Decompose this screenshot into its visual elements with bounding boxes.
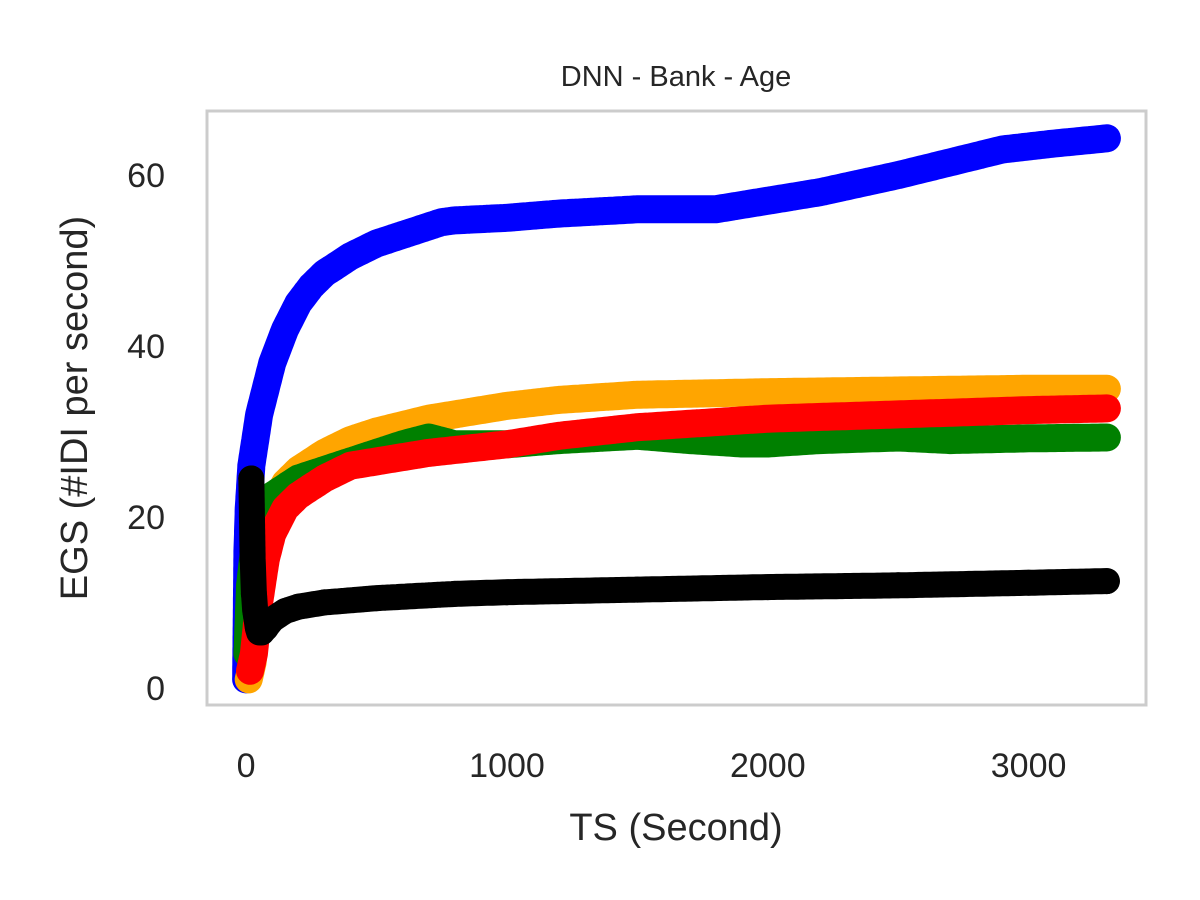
y-tick-label: 20 <box>127 499 165 537</box>
x-tick-label: 2000 <box>730 747 806 785</box>
series-3-point <box>1015 397 1042 424</box>
series-4-point <box>363 585 390 612</box>
series-4-point <box>624 576 651 603</box>
series-4-point <box>441 580 468 607</box>
series-4-point <box>311 589 338 616</box>
series-3-point <box>1093 395 1120 422</box>
series-0-point <box>311 260 338 287</box>
series-3-point <box>885 401 912 428</box>
series-0-point <box>246 401 273 428</box>
series-0-point <box>252 375 279 402</box>
series-1-point <box>494 392 520 419</box>
series-4-point <box>1093 568 1120 595</box>
series-0-point <box>807 179 833 206</box>
series-4-line <box>249 478 262 635</box>
series-0-point <box>885 162 912 189</box>
series-2-point <box>754 430 781 457</box>
series-0-point <box>1093 125 1120 152</box>
series-2-point <box>728 430 755 457</box>
series-0-point <box>494 204 520 231</box>
series-0-point <box>989 136 1016 163</box>
series-1-point <box>885 377 912 404</box>
series-1-point <box>1015 375 1042 402</box>
series-3-point <box>624 414 651 441</box>
series-0-point <box>272 315 299 342</box>
series-0-point <box>937 149 964 176</box>
series-2-point <box>1093 424 1120 451</box>
x-tick-label: 0 <box>237 747 256 785</box>
series-2-point <box>937 427 964 454</box>
y-axis-label: EGS (#IDI per second) <box>54 216 96 600</box>
series-4-point <box>285 593 312 620</box>
series-0-point <box>546 200 573 227</box>
series-2-point <box>1015 425 1042 452</box>
series-1-point <box>546 386 573 413</box>
series-0-point <box>1041 130 1068 157</box>
series-3-point <box>754 405 781 432</box>
series-0-point <box>259 350 286 377</box>
series-4 <box>238 465 1120 646</box>
series-2-point <box>807 427 833 454</box>
series-0-point <box>242 427 269 454</box>
series-0-point <box>754 187 781 214</box>
series-4-point <box>754 574 781 601</box>
x-tick-label: 1000 <box>469 747 545 785</box>
y-tick-label: 60 <box>127 157 165 195</box>
chart-title: DNN - Bank - Age <box>561 61 791 93</box>
series-3-point <box>363 448 390 475</box>
x-axis-label: TS (Second) <box>569 807 782 849</box>
series-layer <box>232 124 1121 694</box>
series-0-point <box>702 196 729 223</box>
series-0-point <box>389 221 416 248</box>
series-3-point <box>494 431 520 458</box>
series-1-point <box>624 381 651 408</box>
series-3-point <box>285 482 312 509</box>
series-2-point <box>885 424 912 451</box>
x-tick-label: 3000 <box>991 747 1067 785</box>
y-tick-label: 0 <box>146 670 165 708</box>
series-3-point <box>415 439 442 466</box>
series-3-point <box>259 521 286 548</box>
series-3-point <box>337 452 364 479</box>
series-0-point <box>441 207 468 234</box>
series-4-point <box>885 572 912 599</box>
series-3-point <box>240 640 267 667</box>
series-3-point <box>311 465 338 492</box>
series-1-point <box>754 379 781 406</box>
ticks-layer: 0 1000 2000 3000 0 20 40 60 <box>127 157 1066 785</box>
series-4-point <box>1015 569 1042 596</box>
series-0-point <box>363 230 390 257</box>
plot-frame <box>205 109 1148 707</box>
series-0-point <box>337 243 364 270</box>
y-tick-label: 40 <box>127 328 165 366</box>
series-4-point <box>238 465 265 492</box>
series-0-point <box>624 196 651 223</box>
series-3-point <box>546 422 573 449</box>
series-4-point <box>494 579 520 606</box>
